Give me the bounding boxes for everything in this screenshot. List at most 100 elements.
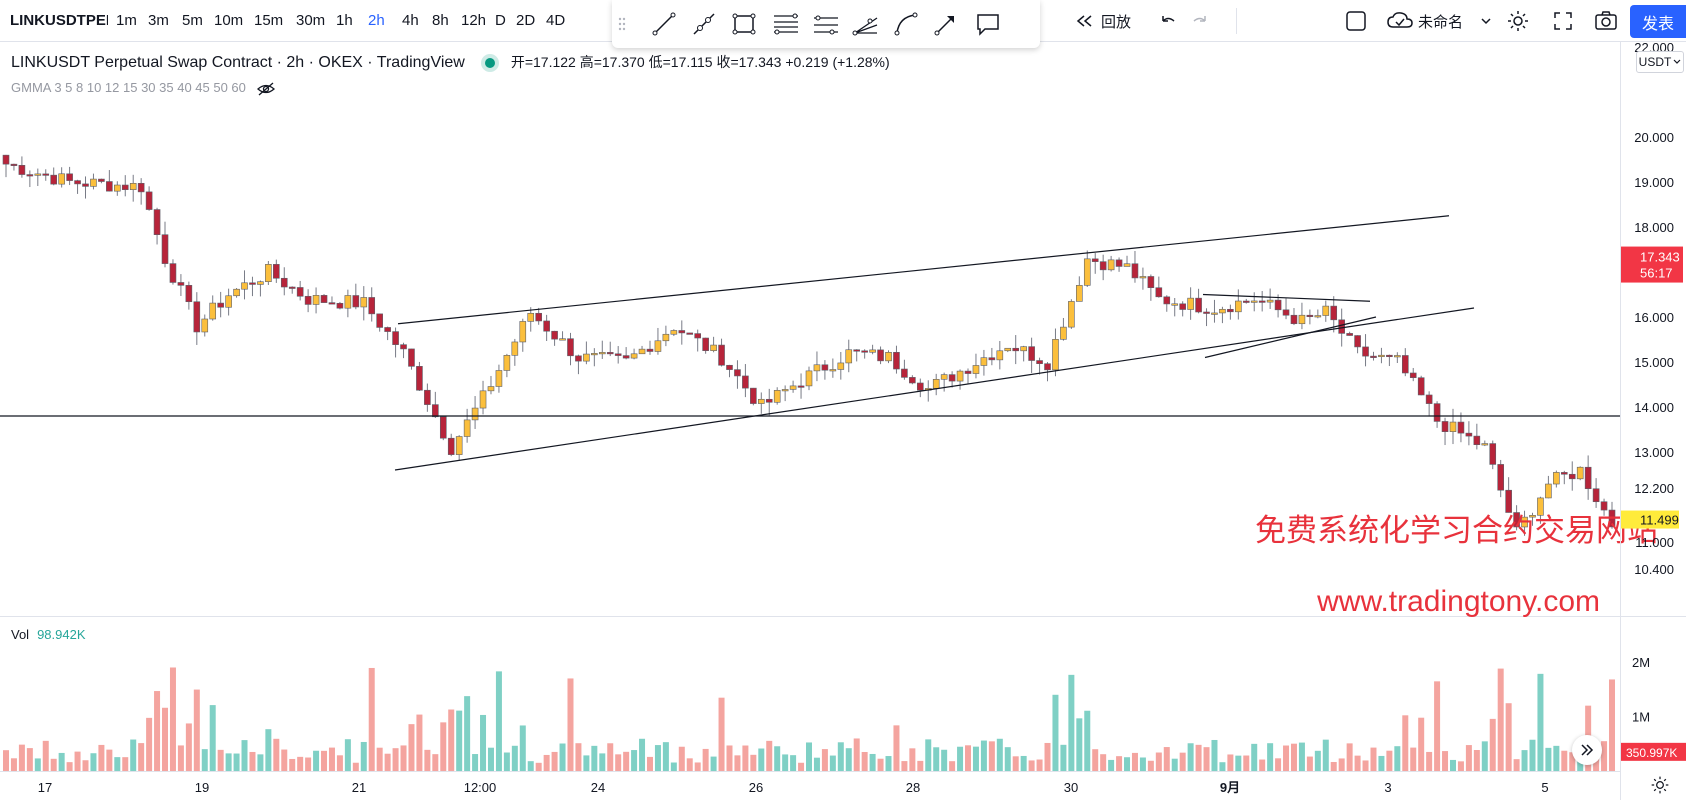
save-layout-button[interactable]: 未命名 <box>1386 6 1493 36</box>
eye-hidden-icon[interactable] <box>256 82 276 96</box>
snapshot-button[interactable] <box>1594 6 1618 36</box>
currency-selector[interactable]: USDT <box>1636 51 1684 73</box>
timeframe-12h[interactable]: 12h <box>461 12 487 29</box>
candle-body <box>503 355 511 371</box>
candle-body <box>901 368 908 378</box>
volume-bar <box>50 758 57 771</box>
timeframe-8h[interactable]: 8h <box>432 12 449 29</box>
x-tick-label: 19 <box>195 780 209 795</box>
indicator-legend[interactable]: GMMA 3 5 8 10 12 15 30 35 40 45 50 60 <box>11 80 276 96</box>
volume-bar <box>305 757 312 771</box>
candle-body <box>344 295 352 309</box>
volume-bar <box>1155 752 1162 771</box>
candle-body <box>1139 276 1147 279</box>
rectangle-icon <box>732 13 756 35</box>
candle-body <box>495 370 503 387</box>
publish-button[interactable]: 发表 <box>1630 5 1686 38</box>
timeframe-4h[interactable]: 4h <box>402 12 419 29</box>
trend-line-tool[interactable] <box>648 8 680 40</box>
timeframe-10m[interactable]: 10m <box>214 12 244 29</box>
candle-body <box>121 184 129 190</box>
candle-body <box>1115 259 1123 267</box>
volume-bar <box>1108 759 1115 771</box>
volume-bar <box>750 754 757 771</box>
chart-settings-button[interactable] <box>1650 775 1670 799</box>
ray-tool[interactable] <box>688 8 720 40</box>
timeframe-4D[interactable]: 4D <box>546 12 566 29</box>
candle-body <box>765 398 773 403</box>
watermark-line2: www.tradingtony.com <box>1316 585 1600 618</box>
volume-bar <box>185 723 192 771</box>
layout-square-button[interactable] <box>1345 6 1367 36</box>
volume-bar <box>718 697 725 771</box>
x-tick-label: 30 <box>1064 780 1078 795</box>
volume-bar <box>1442 751 1449 771</box>
drag-handle[interactable] <box>612 8 632 40</box>
arc-tool[interactable] <box>890 8 922 40</box>
volume-bar <box>1219 762 1226 771</box>
replay-button[interactable]: 回放 <box>1075 6 1131 36</box>
candle-body <box>1044 363 1051 371</box>
candle-body <box>606 352 614 355</box>
volume-bar <box>1290 743 1297 771</box>
timeframe-3m[interactable]: 3m <box>148 12 169 29</box>
candle-body <box>1123 263 1131 267</box>
settings-button[interactable] <box>1506 6 1530 36</box>
arrow-tool[interactable] <box>930 8 962 40</box>
callout-tool[interactable] <box>972 8 1004 40</box>
scroll-to-realtime-button[interactable] <box>1572 735 1602 765</box>
timeframe-1h[interactable]: 1h <box>336 12 353 29</box>
volume-bar <box>543 754 550 771</box>
volume-bar <box>845 748 852 771</box>
fan-tool[interactable] <box>850 8 882 40</box>
parallel-channel-icon <box>814 15 838 35</box>
volume-bar <box>1513 759 1520 771</box>
grip-icon <box>618 17 626 31</box>
candle-body <box>750 387 757 404</box>
redo-button[interactable] <box>1190 6 1210 36</box>
volume-bar <box>885 756 892 771</box>
volume-bar <box>313 750 320 771</box>
volume-bar <box>623 751 630 771</box>
candle-body <box>1147 276 1155 289</box>
rewind-icon <box>1076 15 1092 27</box>
fullscreen-button[interactable] <box>1552 6 1574 36</box>
timeframe-5m[interactable]: 5m <box>182 12 203 29</box>
candle-body <box>1227 308 1234 313</box>
candle-body <box>1235 300 1242 313</box>
candle-body <box>1553 472 1560 485</box>
symbol-search[interactable]: LINKUSDTPEI <box>10 12 108 29</box>
volume-bar <box>66 762 73 771</box>
volume-bar <box>408 724 415 771</box>
volume-bar <box>1505 703 1512 771</box>
volume-bar <box>1410 747 1417 771</box>
candle-body <box>781 389 789 392</box>
volume-bar <box>734 755 741 771</box>
volume-bar <box>1004 747 1011 771</box>
timeframe-30m[interactable]: 30m <box>296 12 326 29</box>
candle-body <box>225 295 232 308</box>
candle-body <box>1266 299 1274 303</box>
volume-bar <box>1036 759 1043 771</box>
legend-high: 高=17.370 <box>579 54 645 70</box>
candle-body <box>1568 473 1576 480</box>
undo-button[interactable] <box>1158 6 1178 36</box>
rectangle-tool[interactable] <box>728 8 760 40</box>
candle-body <box>869 349 876 353</box>
timeframe-2D[interactable]: 2D <box>516 12 536 29</box>
timeframe-2h[interactable]: 2h <box>368 12 385 29</box>
fib-retracement-tool[interactable] <box>770 8 802 40</box>
volume-bar <box>1497 668 1504 771</box>
candle-body <box>1290 314 1298 325</box>
volume-bar <box>1100 754 1107 771</box>
volume-bar <box>480 714 487 771</box>
candle-body <box>1521 516 1528 528</box>
candle-body <box>1537 497 1544 516</box>
timeframe-15m[interactable]: 15m <box>254 12 284 29</box>
parallel-channel-tool[interactable] <box>810 8 842 40</box>
timeframe-D[interactable]: D <box>495 12 506 29</box>
volume-bar <box>1362 760 1369 771</box>
fullscreen-icon <box>1554 12 1572 30</box>
timeframe-1m[interactable]: 1m <box>116 12 137 29</box>
